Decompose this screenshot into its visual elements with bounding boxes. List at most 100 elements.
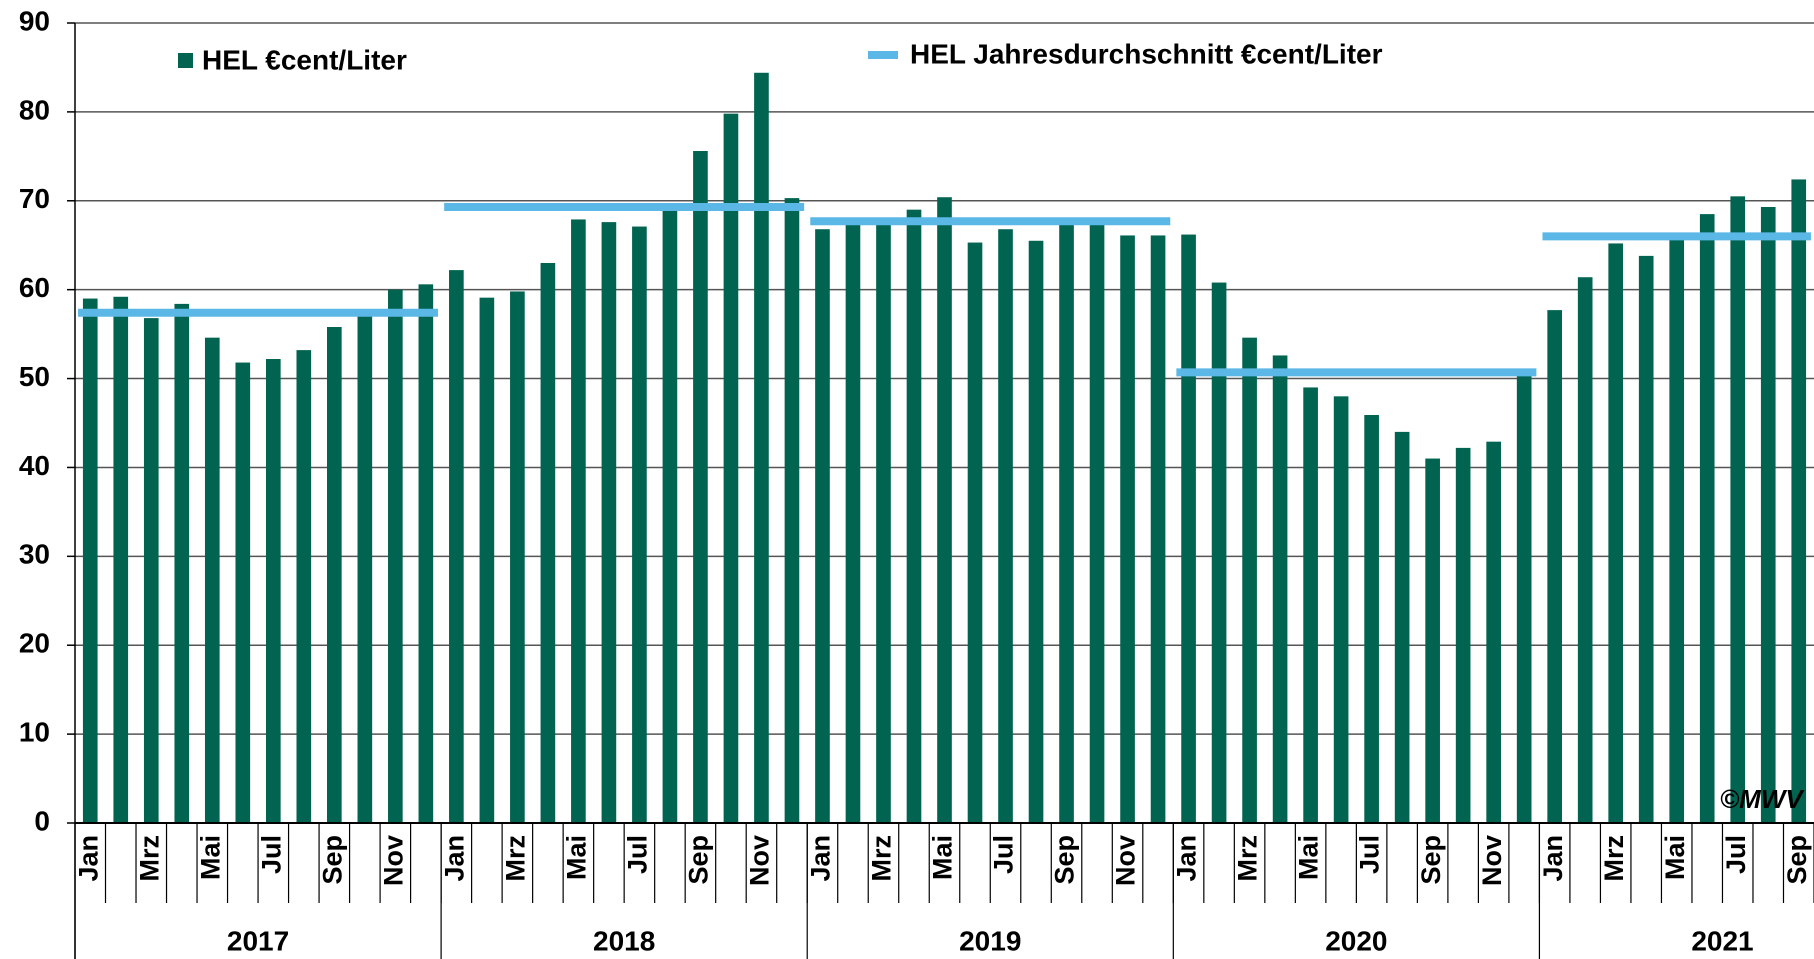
bar <box>1272 355 1288 823</box>
year-label: 2020 <box>1325 925 1387 956</box>
bar <box>967 242 983 824</box>
x-tick-label: Jan <box>73 835 103 882</box>
bar <box>388 289 403 824</box>
bar <box>1791 179 1807 823</box>
bar <box>510 291 525 823</box>
bar <box>1608 243 1624 823</box>
bar <box>937 197 952 823</box>
bar <box>1059 223 1074 823</box>
x-tick-label: Jan <box>1172 835 1202 882</box>
bar <box>418 284 434 823</box>
bar <box>632 226 647 824</box>
bar <box>601 222 617 824</box>
year-label: 2017 <box>227 925 289 956</box>
x-tick-label: Mai <box>1660 835 1690 880</box>
bar <box>143 318 159 823</box>
x-tick-label: Sep <box>1416 835 1446 885</box>
x-tick-label: Mai <box>928 835 958 880</box>
y-tick-label: 20 <box>19 628 50 659</box>
bar <box>1120 235 1135 823</box>
x-tick-label: Sep <box>684 835 714 885</box>
bar <box>998 229 1013 823</box>
x-tick-label: Jul <box>1355 835 1385 874</box>
bar <box>479 297 495 824</box>
bar <box>1303 387 1318 823</box>
bar <box>1364 415 1379 823</box>
x-tick-label: Mai <box>195 835 225 880</box>
x-tick-label: Sep <box>1050 835 1080 885</box>
bar <box>1547 310 1562 824</box>
y-tick-label: 30 <box>19 539 50 570</box>
x-tick-label: Jan <box>806 835 836 882</box>
bar <box>845 222 861 824</box>
x-tick-label: Jul <box>623 835 653 874</box>
bar <box>815 229 830 823</box>
bar <box>754 72 769 824</box>
bar <box>1638 255 1654 823</box>
bar <box>1669 239 1685 823</box>
x-tick-label: Mrz <box>134 835 164 882</box>
bar <box>540 263 556 823</box>
bar <box>357 314 373 823</box>
bar <box>876 223 891 823</box>
y-tick-label: 90 <box>19 5 50 36</box>
x-tick-label: Mai <box>1294 835 1324 880</box>
year-label: 2019 <box>959 925 1021 956</box>
bar <box>784 198 800 824</box>
bar <box>1211 282 1227 823</box>
x-tick-label: Mrz <box>1233 835 1263 882</box>
bar <box>693 151 708 823</box>
y-tick-label: 70 <box>19 183 50 214</box>
x-tick-label: Jan <box>439 835 469 882</box>
bar <box>296 350 312 823</box>
x-tick-label: Sep <box>1782 835 1812 885</box>
bar <box>906 209 922 823</box>
legend-label: HEL €cent/Liter <box>202 44 407 75</box>
x-tick-label: Jul <box>1721 835 1751 874</box>
annotation: ©MWV <box>1720 784 1805 814</box>
y-tick-label: 10 <box>19 717 50 748</box>
bar <box>1181 234 1196 824</box>
bar <box>82 298 98 823</box>
y-tick-label: 40 <box>19 450 50 481</box>
x-tick-label: Nov <box>378 835 408 886</box>
year-label: 2021 <box>1691 925 1753 956</box>
bar <box>113 296 129 823</box>
bar <box>1730 196 1746 824</box>
bar <box>449 270 464 824</box>
bar <box>1028 240 1044 823</box>
y-tick-label: 0 <box>34 805 50 836</box>
x-tick-label: Sep <box>317 835 347 885</box>
bar <box>1089 223 1105 823</box>
bar <box>1577 277 1593 823</box>
bar <box>1150 235 1166 823</box>
bar <box>235 362 251 823</box>
y-tick-label: 80 <box>19 94 50 125</box>
bar <box>1425 458 1440 823</box>
bar <box>1333 396 1349 823</box>
bar <box>327 327 342 823</box>
bar <box>1516 372 1532 823</box>
bar <box>1394 431 1410 823</box>
x-tick-label: Mrz <box>1599 835 1629 882</box>
bar <box>1699 214 1715 824</box>
y-tick-label: 50 <box>19 361 50 392</box>
bar <box>1242 337 1257 823</box>
x-tick-label: Jan <box>1538 835 1568 882</box>
x-tick-label: Mrz <box>867 835 897 882</box>
bar <box>265 359 281 823</box>
bar <box>1760 207 1776 823</box>
bar <box>662 209 678 823</box>
bar <box>723 113 739 823</box>
x-tick-label: Jul <box>256 835 286 874</box>
bar <box>1455 447 1471 823</box>
bar <box>174 303 190 823</box>
x-tick-label: Mai <box>562 835 592 880</box>
legend-label: HEL Jahresdurchschnitt €cent/Liter <box>910 38 1383 69</box>
x-tick-label: Mrz <box>501 835 531 882</box>
year-label: 2018 <box>593 925 655 956</box>
bar <box>571 219 586 823</box>
bar <box>1486 441 1501 823</box>
x-tick-label: Nov <box>1111 835 1141 886</box>
